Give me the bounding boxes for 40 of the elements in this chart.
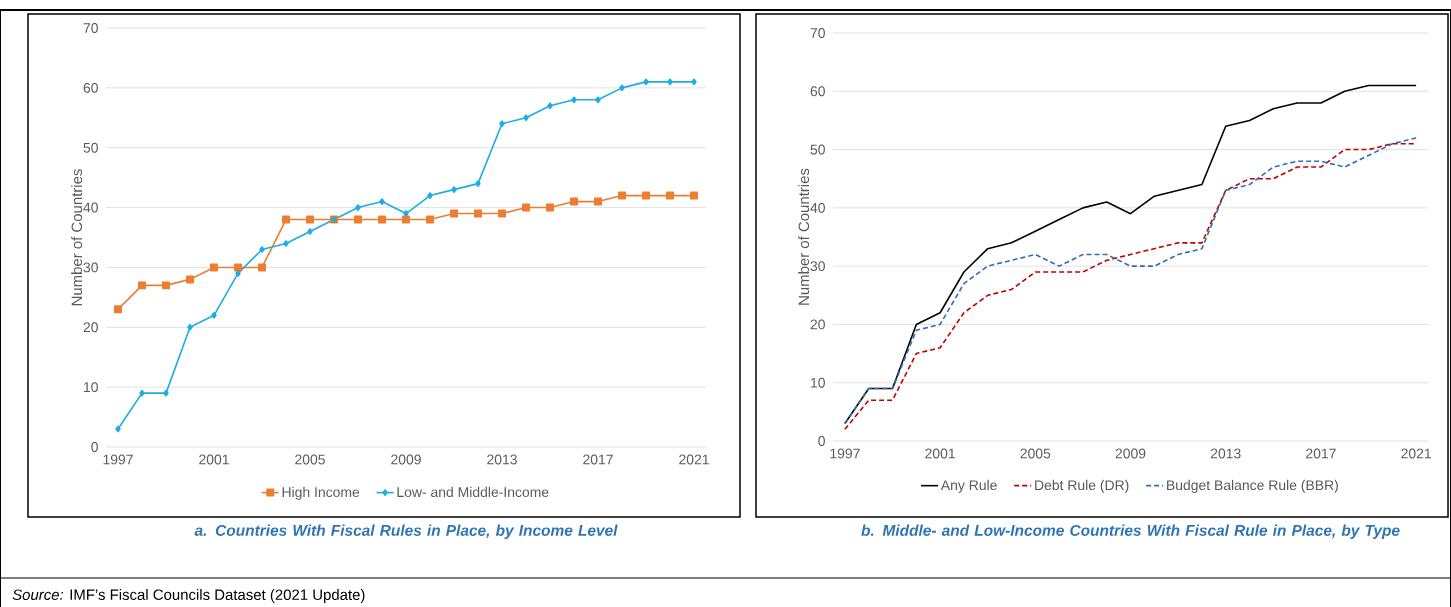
y-tick-label: 30 xyxy=(83,262,98,273)
x-tick-label: 2017 xyxy=(583,454,613,465)
y-tick-label: 10 xyxy=(84,382,98,393)
x-tick-label: 2001 xyxy=(199,454,229,465)
legend-label: Budget Balance Rule (BBR) xyxy=(1167,479,1338,493)
x-tick-label: 2021 xyxy=(1401,448,1431,459)
y-tick-label: 0 xyxy=(818,436,825,446)
text: Source: IMF’s Fiscal Councils Dataset (2021 Update) xyxy=(12,589,365,603)
y-tick-label: 10 xyxy=(811,377,825,388)
legend-label: Debt Rule (DR) xyxy=(1035,479,1129,493)
x-tick-label: 2001 xyxy=(925,448,955,459)
y-tick-label: 50 xyxy=(83,142,98,153)
legend-label: Low- and Middle-Income xyxy=(397,486,549,498)
x-tick-label: 2021 xyxy=(679,454,709,465)
y-tick-label: 0 xyxy=(91,442,98,452)
x-tick-label: 2005 xyxy=(1020,448,1051,459)
y-tick-label: 20 xyxy=(810,319,825,330)
y-axis-title: Number of Countries xyxy=(798,168,810,305)
legend-label: High Income xyxy=(282,486,360,500)
y-tick-label: 40 xyxy=(810,202,825,213)
x-tick-label: 2013 xyxy=(1210,448,1241,459)
text: a. Countries With Fiscal Rules in Place, by Income Level xyxy=(194,524,618,539)
y-tick-label: 70 xyxy=(83,23,98,33)
x-tick-label: 2009 xyxy=(1115,448,1146,459)
y-tick-label: 20 xyxy=(83,322,98,333)
x-tick-label: 2017 xyxy=(1306,448,1336,459)
y-tick-label: 60 xyxy=(83,82,98,93)
y-axis-title: Number of Countries xyxy=(71,169,83,306)
y-tick-label: 60 xyxy=(810,86,825,97)
x-tick-label: 2009 xyxy=(391,454,421,465)
y-tick-label: 40 xyxy=(83,202,98,213)
x-tick-label: 2005 xyxy=(295,454,325,465)
y-tick-label: 50 xyxy=(810,144,825,155)
y-tick-label: 70 xyxy=(810,28,825,38)
x-tick-label: 2013 xyxy=(487,454,517,465)
y-tick-label: 30 xyxy=(810,261,825,272)
legend-label: Any Rule xyxy=(940,479,997,493)
text: b. Middle- and Low-Income Countries With Fiscal Rule in Place, by Type xyxy=(861,524,1400,539)
x-tick-label: 1997 xyxy=(830,448,860,459)
x-tick-label: 1997 xyxy=(103,454,133,465)
